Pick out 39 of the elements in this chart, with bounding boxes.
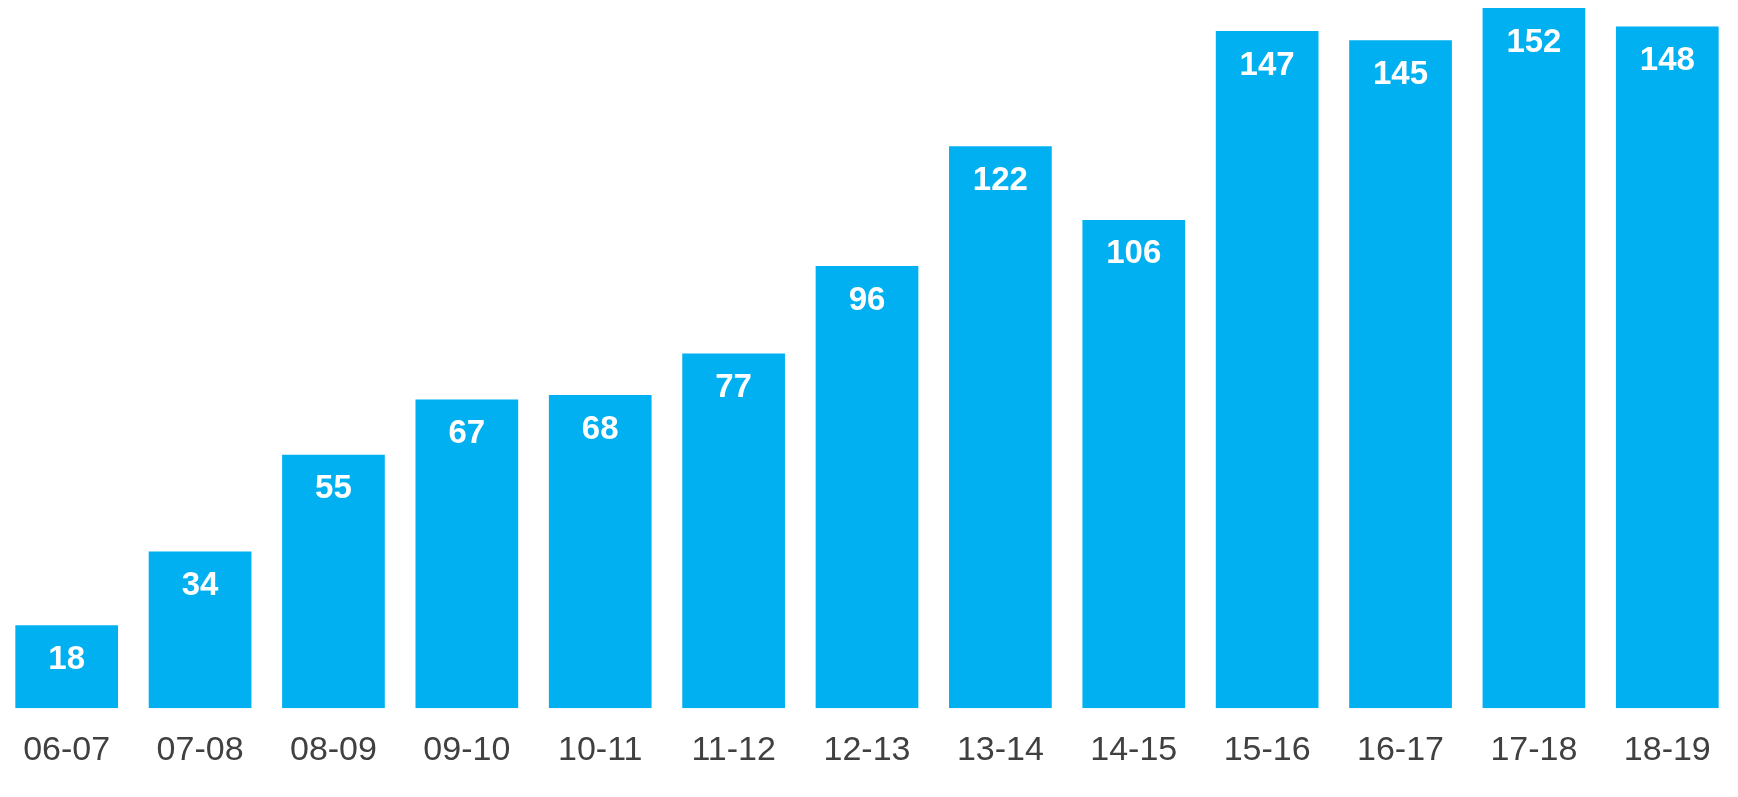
- data-label: 34: [181, 565, 220, 603]
- bar: [15, 625, 119, 709]
- bar: [415, 399, 519, 709]
- data-label: 55: [315, 468, 352, 506]
- x-tick-label: 11-12: [691, 728, 776, 767]
- x-tick-label: 14-15: [1090, 728, 1178, 767]
- x-tick-label: 15-16: [1223, 728, 1311, 767]
- bar: [548, 394, 652, 709]
- x-tick-label: 18-19: [1623, 728, 1711, 767]
- bar: [1482, 8, 1586, 709]
- x-tick-label: 13-14: [956, 728, 1044, 767]
- bar: [1082, 219, 1186, 709]
- x-tick-label: 16-17: [1357, 728, 1445, 767]
- x-tick-label: 17-18: [1490, 728, 1578, 767]
- bar: [1615, 26, 1719, 709]
- data-label: 147: [1239, 44, 1295, 82]
- data-label: 68: [581, 408, 619, 446]
- bar: [148, 551, 252, 709]
- data-label: 152: [1506, 21, 1562, 59]
- x-tick-label: 10-11: [558, 728, 643, 767]
- data-label: 96: [848, 279, 886, 317]
- x-tick-label: 12-13: [823, 728, 911, 767]
- x-tick-label: 07-08: [156, 728, 244, 767]
- data-label: 77: [715, 367, 752, 405]
- x-tick-label: 09-10: [423, 728, 511, 767]
- x-tick-label: 08-09: [289, 728, 377, 767]
- data-label: 67: [448, 413, 486, 451]
- data-label: 122: [972, 159, 1028, 197]
- bar: [282, 454, 385, 709]
- data-label: 106: [1106, 233, 1162, 271]
- data-label: 145: [1373, 53, 1429, 91]
- data-label: 18: [48, 638, 86, 676]
- bar: [949, 146, 1052, 709]
- bar: [682, 353, 785, 709]
- bar: [815, 265, 919, 709]
- x-tick-label: 06-07: [23, 728, 111, 767]
- data-label: 148: [1639, 40, 1695, 78]
- bar: [1215, 31, 1319, 709]
- bar: [1349, 40, 1452, 709]
